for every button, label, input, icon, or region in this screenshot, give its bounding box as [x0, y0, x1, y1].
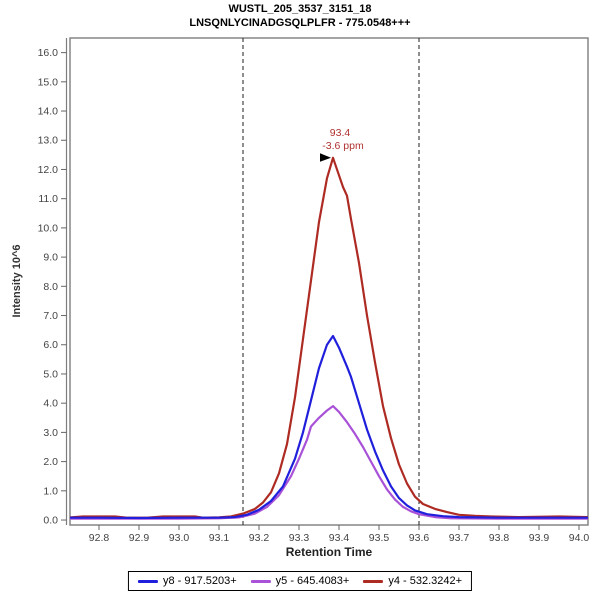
legend-swatch-icon — [137, 579, 158, 583]
y-tick-label: 2.0 — [43, 456, 58, 468]
y-tick-label: 3.0 — [43, 427, 58, 439]
legend-item-label: y4 - 532.3242+ — [388, 575, 463, 587]
x-tick-label: 93.6 — [409, 532, 430, 544]
peak-rt-annotation[interactable]: 93.4 — [330, 127, 351, 139]
y-tick-label: 13.0 — [38, 135, 59, 147]
plot-border — [69, 37, 589, 526]
x-tick-label: 93.7 — [449, 532, 470, 544]
legend: y8 - 917.5203+ y5 - 645.4083+ y4 - 532.324… — [127, 571, 473, 591]
legend-swatch-icon — [363, 579, 384, 583]
legend-item-y4: y4 - 532.3242+ — [363, 575, 462, 587]
series-line-y4 — [69, 156, 589, 519]
y-axis-title: Intensity 10^6 — [11, 244, 23, 318]
y-tick-label: 12.0 — [38, 164, 59, 176]
legend-swatch-icon — [250, 579, 271, 583]
legend-item-y8: y8 - 917.5203+ — [137, 575, 237, 587]
chart-title: WUSTL_205_3537_3151_18 — [228, 3, 372, 15]
y-tick-label: 0.0 — [43, 515, 58, 527]
y-tick-label: 11.0 — [38, 193, 58, 205]
series-line-y8 — [69, 334, 589, 520]
y-tick-label: 8.0 — [43, 281, 58, 293]
peak-arrow-icon — [320, 153, 331, 162]
x-tick-label: 93.5 — [369, 532, 390, 544]
x-tick-label: 93.3 — [289, 532, 310, 544]
series-line-y5 — [69, 405, 589, 520]
x-tick-label: 93.9 — [529, 532, 550, 544]
x-tick-label: 94.0 — [569, 532, 590, 544]
y-tick-label: 15.0 — [38, 76, 59, 88]
peak-ppm-annotation: -3.6 ppm — [322, 140, 364, 152]
y-tick-label: 9.0 — [43, 252, 58, 264]
x-tick-label: 92.8 — [89, 532, 110, 544]
x-tick-label: 93.4 — [329, 532, 350, 544]
y-tick-label: 4.0 — [43, 398, 58, 410]
y-tick-label: 1.0 — [43, 485, 58, 497]
x-tick-label: 93.0 — [169, 532, 190, 544]
legend-item-label: y8 - 917.5203+ — [162, 575, 237, 587]
y-tick-label: 7.0 — [43, 310, 58, 322]
y-tick-label: 10.0 — [38, 222, 59, 234]
x-tick-label: 93.1 — [209, 532, 230, 544]
legend-item-label: y5 - 645.4083+ — [275, 575, 350, 587]
y-tick-label: 6.0 — [43, 339, 58, 351]
y-tick-label: 14.0 — [38, 106, 59, 118]
peptide-subtitle: LNSQNLYCINADGSQLPLFR - 775.0548+++ — [189, 17, 411, 29]
x-tick-label: 93.2 — [249, 532, 270, 544]
x-tick-label: 93.8 — [489, 532, 510, 544]
y-tick-label: 5.0 — [43, 368, 58, 380]
y-tick-label: 16.0 — [38, 47, 59, 59]
x-tick-label: 92.9 — [129, 532, 150, 544]
legend-item-y5: y5 - 645.4083+ — [250, 575, 350, 587]
x-axis-title: Retention Time — [285, 545, 373, 559]
